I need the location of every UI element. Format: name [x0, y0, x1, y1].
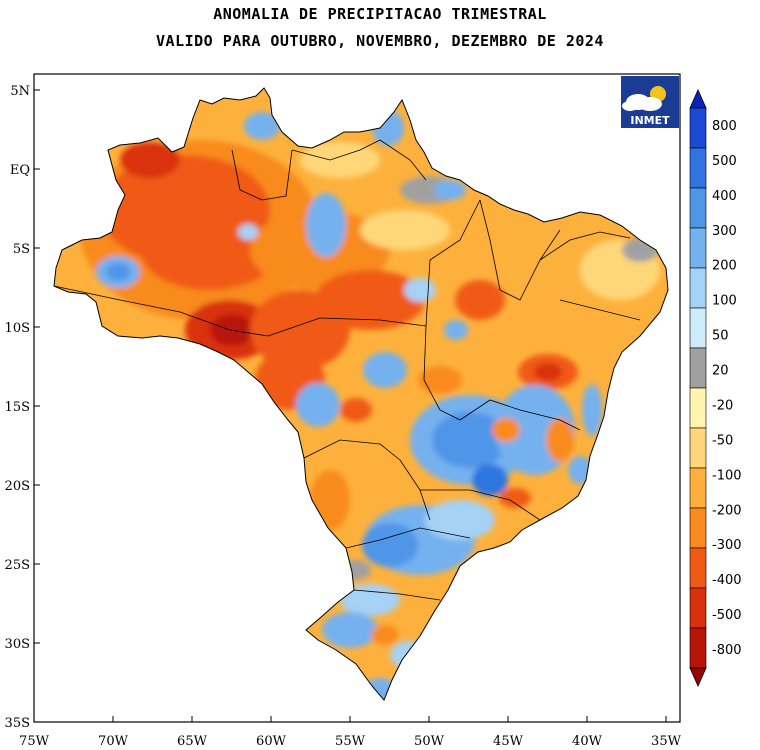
- map-title-line2: VALIDO PARA OUTUBRO, NOVEMBRO, DEZEMBRO …: [156, 32, 604, 50]
- colorbar-segment: [689, 187, 707, 229]
- state-boundaries: [53, 139, 641, 601]
- colorbar-top-arrow: [689, 89, 707, 109]
- lat-tick-label: 10S: [5, 321, 30, 336]
- map-title-line1: ANOMALIA DE PRECIPITACAO TRIMESTRAL: [213, 5, 547, 23]
- colorbar-label: 500: [712, 154, 737, 169]
- colorbar-label: 200: [712, 259, 737, 274]
- lon-tick-label: 60W: [256, 734, 287, 749]
- colorbar-label: -500: [712, 608, 742, 623]
- lon-tick-label: 50W: [414, 734, 445, 749]
- lon-tick-label: 70W: [98, 734, 129, 749]
- colorbar-segment: [689, 107, 707, 149]
- colorbar-label: -50: [712, 433, 733, 448]
- colorbar-segment: [689, 147, 707, 189]
- colorbar-segment: [689, 627, 707, 669]
- longitude-axis: 75W 70W 65W 60W 55W 50W 45W 40W 35W: [19, 716, 682, 749]
- colorbar-segment: [689, 547, 707, 589]
- lat-tick-label: 20S: [5, 479, 30, 494]
- colorbar-segment: [689, 507, 707, 549]
- lon-tick-label: 65W: [177, 734, 208, 749]
- lon-tick-label: 55W: [335, 734, 366, 749]
- colorbar-label: 400: [712, 189, 737, 204]
- lat-tick-label: 5S: [13, 242, 30, 257]
- colorbar-segment: [689, 267, 707, 309]
- lon-tick-label: 75W: [19, 734, 50, 749]
- cloud-sun-icon: [622, 94, 662, 111]
- colorbar-segment: [689, 467, 707, 509]
- colorbar-segment: [689, 347, 707, 389]
- lat-tick-label: 35S: [5, 716, 30, 731]
- lat-tick-label: 5N: [10, 84, 30, 99]
- colorbar-label: -200: [712, 503, 742, 518]
- colorbar-segment: [689, 427, 707, 469]
- colorbar-segment: [689, 587, 707, 629]
- latitude-axis: 5N EQ 5S 10S 15S 20S 25S 30S 35S: [5, 84, 40, 731]
- lat-tick-label: 15S: [5, 400, 30, 415]
- inmet-logo-text: INMET: [630, 114, 670, 127]
- colorbar-label: -300: [712, 538, 742, 553]
- colorbar-bottom-arrow: [689, 667, 707, 687]
- colorbar-label: -800: [712, 643, 742, 658]
- colorbar-segment: [689, 387, 707, 429]
- lon-tick-label: 35W: [651, 734, 682, 749]
- lat-tick-label: 25S: [5, 558, 30, 573]
- colorbar-label: -100: [712, 468, 742, 483]
- colorbar-segment: [689, 227, 707, 269]
- colorbar-segment: [689, 307, 707, 349]
- colorbar-label: 800: [712, 119, 737, 134]
- colorbar-label: -20: [712, 398, 733, 413]
- lon-tick-label: 40W: [572, 734, 603, 749]
- lon-tick-label: 45W: [493, 734, 524, 749]
- colorbar-label: -400: [712, 573, 742, 588]
- lat-tick-label: 30S: [5, 637, 30, 652]
- colorbar-label: 50: [712, 329, 729, 344]
- lat-tick-label: EQ: [10, 163, 30, 178]
- inmet-logo: INMET: [621, 76, 679, 128]
- colorbar-label: 300: [712, 224, 737, 239]
- colorbar-label: 100: [712, 294, 737, 309]
- colorbar-label: 20: [712, 364, 729, 379]
- colorbar: 800 500 400 300 200 100 50 20 -20 -50 -100 -200 -300…: [689, 89, 742, 687]
